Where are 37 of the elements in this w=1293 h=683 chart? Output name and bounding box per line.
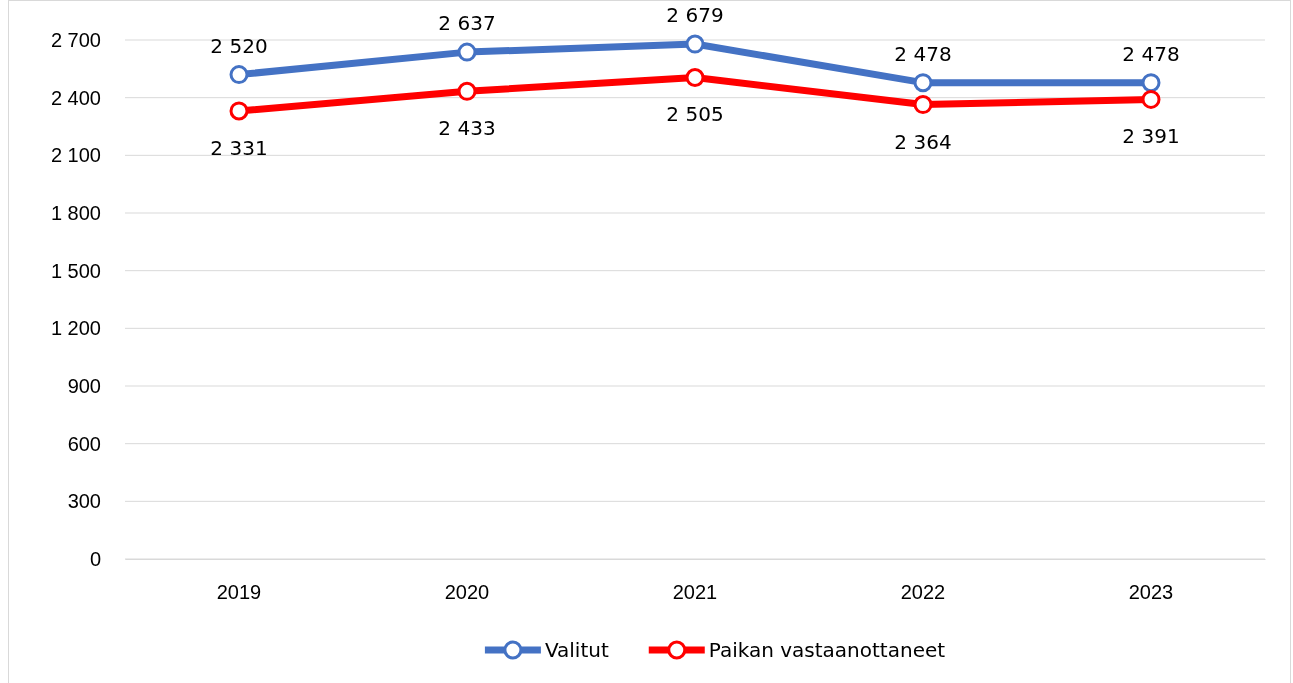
data-label: 2 637 <box>438 11 496 36</box>
point <box>1141 89 1161 109</box>
y-tick-label: 2 100 <box>50 144 101 167</box>
y-tick-label: 1 200 <box>50 317 101 340</box>
x-tick-label: 2020 <box>444 581 490 604</box>
legend-label: Valitut <box>544 638 609 662</box>
legend-label: Paikan vastaanottaneet <box>708 638 946 662</box>
y-tick-label: 2 700 <box>50 28 101 51</box>
point <box>229 101 249 121</box>
data-label: 2 505 <box>666 102 724 127</box>
y-tick-label: 1 500 <box>50 259 101 282</box>
data-label: 2 520 <box>210 33 268 58</box>
point <box>457 81 477 101</box>
y-tick-label: 2 400 <box>50 86 101 109</box>
data-label: 2 433 <box>438 116 496 141</box>
point <box>457 42 477 62</box>
data-label: 2 478 <box>1122 41 1180 66</box>
data-label: 2 331 <box>210 135 268 160</box>
data-label: 2 679 <box>666 3 724 28</box>
y-tick-label: 900 <box>67 374 101 397</box>
x-tick-label: 2022 <box>900 581 946 604</box>
point <box>229 65 249 85</box>
point <box>913 73 933 93</box>
y-tick-label: 600 <box>67 432 101 455</box>
point <box>1141 73 1161 93</box>
x-tick-label: 2019 <box>216 581 262 604</box>
y-tick-label: 0 <box>89 547 101 570</box>
x-tick-label: 2021 <box>672 581 718 604</box>
point <box>685 34 705 54</box>
data-label: 2 364 <box>894 129 952 154</box>
x-tick-label: 2023 <box>1128 581 1174 604</box>
y-tick-label: 1 800 <box>50 201 101 224</box>
point <box>913 95 933 115</box>
data-label: 2 478 <box>894 41 952 66</box>
point <box>685 67 705 87</box>
data-label: 2 391 <box>1122 124 1180 149</box>
y-tick-label: 300 <box>67 490 101 513</box>
